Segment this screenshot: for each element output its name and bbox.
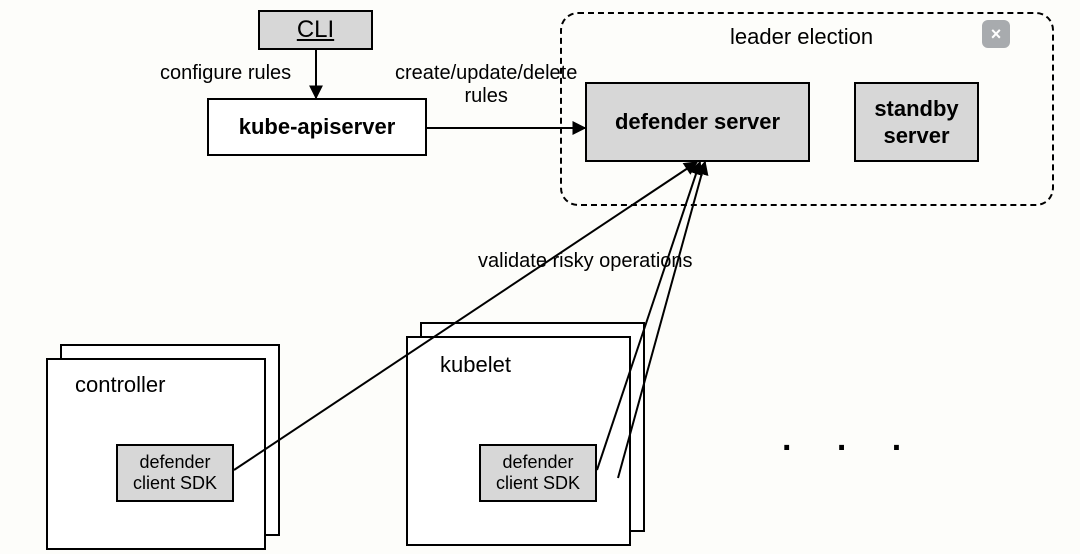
leader-election-title: leader election	[730, 24, 873, 50]
ellipsis: . . .	[782, 420, 919, 459]
kubelet-sdk: defender client SDK	[479, 444, 597, 502]
label-validate: validate risky operations	[478, 250, 693, 273]
node-defender-label: defender server	[615, 108, 780, 136]
controller-sdk: defender client SDK	[116, 444, 234, 502]
close-glyph: ×	[991, 24, 1002, 45]
kubelet-sdk-label: defender client SDK	[496, 452, 580, 494]
node-cli-label: CLI	[297, 15, 334, 45]
stack-kubelet-title: kubelet	[440, 352, 511, 378]
node-cli: CLI	[258, 10, 373, 50]
stack-controller-title: controller	[75, 372, 165, 398]
node-standby: standby server	[854, 82, 979, 162]
close-icon[interactable]: ×	[982, 20, 1010, 48]
controller-sdk-label: defender client SDK	[133, 452, 217, 494]
label-configure-rules: configure rules	[160, 62, 291, 85]
diagram-canvas: leader election × CLI kube-apiserver def…	[0, 0, 1080, 554]
node-defender: defender server	[585, 82, 810, 162]
node-standby-label: standby server	[874, 95, 958, 150]
node-apiserver: kube-apiserver	[207, 98, 427, 156]
label-crud-rules: create/update/delete rules	[395, 62, 577, 108]
node-apiserver-label: kube-apiserver	[239, 113, 396, 141]
